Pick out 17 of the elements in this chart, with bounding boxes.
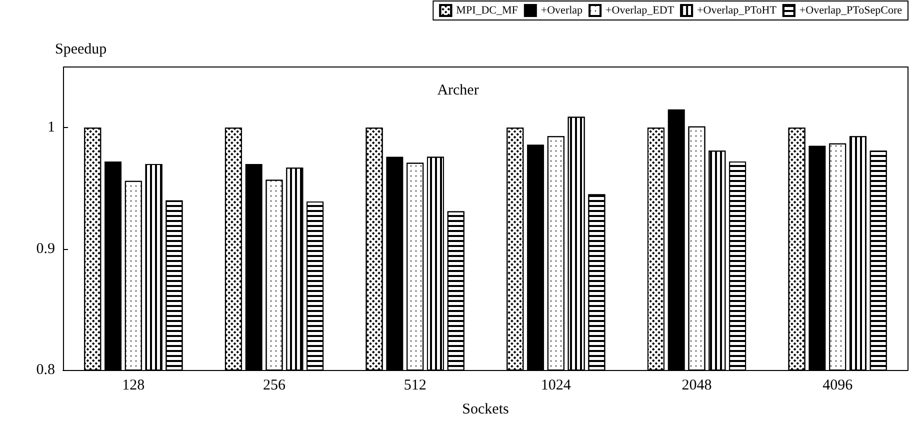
legend-label: +Overlap_PToSepCore xyxy=(799,4,902,16)
x-tick-label: 512 xyxy=(404,378,426,394)
text: Archer xyxy=(437,82,479,98)
x-tick-label: 1024 xyxy=(540,378,572,394)
y-tick-label: 0.9 xyxy=(36,240,55,257)
x-tick-label: 256 xyxy=(263,378,286,394)
x-tick-label: 4096 xyxy=(822,378,854,394)
y-tick-label: 1 xyxy=(48,120,55,136)
x-tick-label: 128 xyxy=(122,378,145,394)
x-axis-title: Sockets xyxy=(462,402,509,418)
legend-label: MPI_DC_MF xyxy=(456,4,518,16)
y-axis-title: Speedup xyxy=(55,42,107,58)
legend-label: +Overlap_PToHT xyxy=(697,4,777,16)
x-tick-label: 2048 xyxy=(682,378,712,394)
legend-label: +Overlap xyxy=(540,4,584,16)
y-tick-label: 0.8 xyxy=(36,362,55,378)
legend-label: +Overlap_EDT xyxy=(606,4,674,16)
